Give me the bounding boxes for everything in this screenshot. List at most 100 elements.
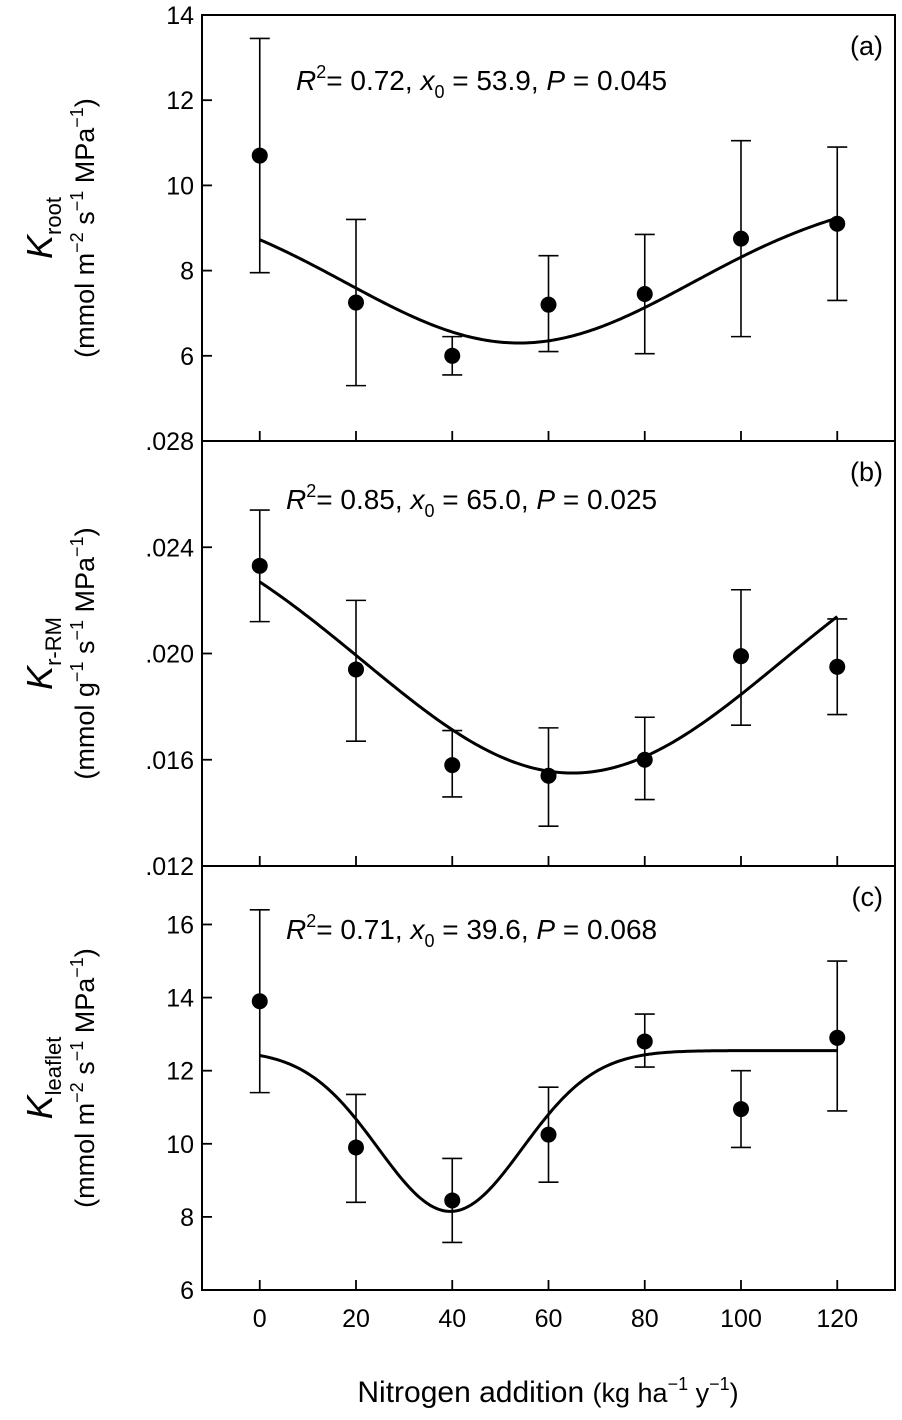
data-point xyxy=(444,1192,461,1209)
y-unit: (mmol g−1 s−1 MPa−1) xyxy=(67,527,100,779)
annotation-x-sub: 0 xyxy=(424,931,434,951)
y-unit: (mmol m−2 s−1 MPa−1) xyxy=(67,98,100,358)
annotation-x0-value: = 53.9, xyxy=(444,65,546,96)
data-point xyxy=(636,286,653,303)
data-point xyxy=(540,767,557,784)
y-symbol-subscript: r-RM xyxy=(41,617,66,666)
y-symbol-k: K xyxy=(19,233,60,259)
x-unit-end: ) xyxy=(730,1378,739,1408)
y-tick-label: 16 xyxy=(166,911,194,939)
y-tick-label: 10 xyxy=(166,1131,194,1159)
y-symbol-k: K xyxy=(19,664,60,690)
y-unit-mid1: s xyxy=(70,641,100,662)
data-point xyxy=(733,230,749,247)
annotation-p: P xyxy=(536,484,555,515)
annotation-x: x xyxy=(418,65,435,96)
y-axis-title: Kroot(mmol m−2 s−1 MPa−1) xyxy=(19,98,100,358)
y-tick-label: .024 xyxy=(145,534,194,562)
fit-annotation: R2= 0.85, x0 = 65.0, P = 0.025 xyxy=(286,481,657,521)
y-unit-mid2: MPa xyxy=(70,977,100,1041)
data-point xyxy=(348,1139,364,1156)
data-point xyxy=(636,1033,653,1050)
annotation-x: x xyxy=(408,914,425,945)
y-unit-sup2: −1 xyxy=(67,620,87,641)
x-unit-sup1: −1 xyxy=(668,1374,689,1394)
y-unit-sup3: −1 xyxy=(67,957,87,978)
annotation-p-value: = 0.045 xyxy=(565,65,667,96)
y-unit-end: ) xyxy=(70,98,100,107)
data-point xyxy=(348,294,364,311)
data-point xyxy=(636,751,653,768)
y-tick-label: 12 xyxy=(166,1058,194,1086)
x-unit-mid: y xyxy=(688,1378,710,1408)
panel-label: (a) xyxy=(850,31,883,61)
y-symbol: Kroot xyxy=(19,197,66,259)
y-tick-label: .012 xyxy=(145,853,194,881)
panel-a: 6 8 10 12 14 (a) R2= 0.72, x0 = 53.9, P = 0.04… xyxy=(19,2,896,442)
x-tick-label: 80 xyxy=(631,1305,659,1333)
annotation-x: x xyxy=(408,484,425,515)
y-axis-title: Kr-RM(mmol g−1 s−1 MPa−1) xyxy=(19,527,100,779)
y-tick-label: 6 xyxy=(180,343,194,371)
y-unit: (mmol m−2 s−1 MPa−1) xyxy=(67,948,100,1208)
data-point xyxy=(829,658,846,675)
y-unit-mid2: MPa xyxy=(70,127,100,191)
data-point xyxy=(251,993,268,1010)
x-tick-label: 60 xyxy=(535,1305,563,1333)
annotation-p-value: = 0.025 xyxy=(555,484,657,515)
annotation-r: R xyxy=(286,914,306,945)
y-tick-label: 10 xyxy=(166,172,194,200)
y-tick-label: .016 xyxy=(145,747,194,775)
y-tick-label: 14 xyxy=(166,985,194,1013)
x-tick-label: 20 xyxy=(342,1305,370,1333)
y-unit-sup2: −1 xyxy=(67,191,87,212)
data-point xyxy=(733,1101,749,1118)
annotation-x-sub: 0 xyxy=(424,501,434,521)
y-unit-end: ) xyxy=(70,527,100,536)
annotation-r-sup: 2 xyxy=(306,911,316,931)
y-unit-mid1: s xyxy=(70,1061,100,1082)
y-unit-pre: (mmol m xyxy=(70,253,100,358)
annotation-x0-value: = 39.6, xyxy=(434,914,536,945)
x-unit-pre: (kg ha xyxy=(593,1378,669,1408)
data-point xyxy=(444,347,461,364)
data-point xyxy=(251,557,268,574)
y-tick-label: .028 xyxy=(145,428,194,456)
annotation-p: P xyxy=(536,914,555,945)
y-symbol-k: K xyxy=(19,1093,60,1119)
annotation-r2-value: = 0.72, xyxy=(326,65,420,96)
data-point xyxy=(540,296,557,313)
y-unit-end: ) xyxy=(70,948,100,957)
y-unit-sup2: −1 xyxy=(67,1041,87,1062)
y-unit-pre: (mmol g xyxy=(70,682,100,780)
fit-annotation: R2= 0.72, x0 = 53.9, P = 0.045 xyxy=(296,62,667,102)
data-point xyxy=(733,648,749,665)
data-point xyxy=(348,661,364,678)
annotation-x0-value: = 65.0, xyxy=(434,484,536,515)
annotation-r: R xyxy=(296,65,316,96)
annotation-r-sup: 2 xyxy=(306,481,316,501)
y-tick-label: .020 xyxy=(145,641,194,669)
y-axis-title: Kleaflet(mmol m−2 s−1 MPa−1) xyxy=(19,948,100,1208)
data-point xyxy=(829,1029,846,1046)
y-symbol-subscript: root xyxy=(41,197,66,235)
data-point xyxy=(540,1126,557,1143)
data-point xyxy=(444,757,461,774)
y-symbol-subscript: leaflet xyxy=(41,1037,66,1096)
x-tick-label: 40 xyxy=(438,1305,466,1333)
y-tick-label: 8 xyxy=(180,1204,194,1232)
y-unit-sup1: −2 xyxy=(67,232,87,253)
y-tick-label: 14 xyxy=(166,2,194,30)
annotation-p: P xyxy=(546,65,565,96)
fit-annotation: R2= 0.71, x0 = 39.6, P = 0.068 xyxy=(286,911,657,951)
panel-c: 6 8 10 12 14 16 (c) R2= 0.71, x0 = 39.6, P = 0.… xyxy=(19,865,896,1305)
data-point xyxy=(251,147,268,164)
y-symbol: Kr-RM xyxy=(19,617,66,690)
annotation-r2-value: = 0.85, xyxy=(316,484,410,515)
x-unit-sup2: −1 xyxy=(709,1374,730,1394)
y-unit-mid2: MPa xyxy=(70,556,100,620)
panel-b: .012 .016 .020 .024 .028 (b) R2= 0.85, x0 = 65… xyxy=(19,428,896,881)
